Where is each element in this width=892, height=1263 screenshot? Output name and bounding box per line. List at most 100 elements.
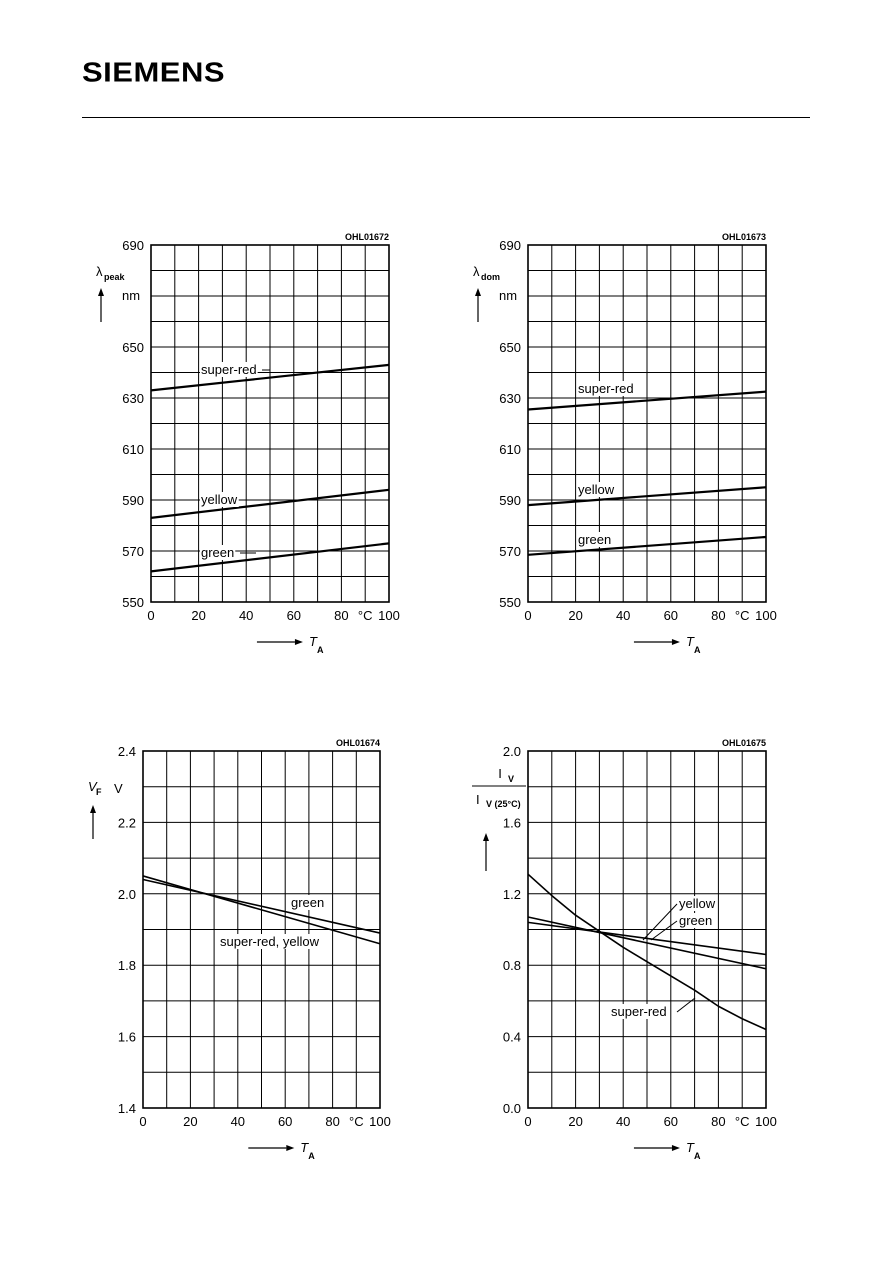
chart-dom-y-tick-label: 630 xyxy=(499,391,521,406)
chart-vf-frame xyxy=(142,750,381,1109)
chart-peak-y-tick-label: 690 xyxy=(122,238,144,253)
chart-dom-y-tick-label: 590 xyxy=(499,493,521,508)
chart-dom-x-tick-label: 80 xyxy=(711,608,725,623)
chart-iv-series-leader xyxy=(642,903,678,941)
chart-vf-x-tick-label: 60 xyxy=(278,1114,292,1129)
chart-peak-y-tick-label: 550 xyxy=(122,595,144,610)
chart-iv-series-leader xyxy=(650,920,678,941)
chart-dom-series-label: super-red xyxy=(578,381,634,396)
chart-iv-series-label: yellow xyxy=(679,896,716,911)
chart-dom-y-tick-label: 610 xyxy=(499,442,521,457)
chart-iv-x-tick-label: 0 xyxy=(524,1114,531,1129)
chart-iv-series-label: green xyxy=(679,913,712,928)
chart-vf-series-super-red-yellow xyxy=(142,875,381,945)
chart-peak-series-label-bg xyxy=(200,492,239,507)
chart-dom-y-unit: nm xyxy=(499,288,517,303)
chart-vf-y-arrow-head xyxy=(90,805,96,813)
chart-peak-series-super-red xyxy=(150,363,390,392)
chart-vf-y-tick-label: 1.4 xyxy=(118,1101,136,1116)
chart-iv-y-arrow-head xyxy=(483,833,489,841)
chart-dom-x-symbol: T xyxy=(686,634,695,649)
chart-iv-y-den-sub: V (25°C) xyxy=(486,799,521,809)
chart-vf-y-symbol: V xyxy=(88,779,98,794)
chart-vf-x-symbol-sub: A xyxy=(308,1151,315,1161)
chart-peak-series-label: yellow xyxy=(201,492,238,507)
chart-peak-series-label: green xyxy=(201,545,234,560)
chart-dom-x-tick-label: 60 xyxy=(664,608,678,623)
chart-iv-y-tick-label: 1.2 xyxy=(503,887,521,902)
chart-vf-series-label-bg xyxy=(290,895,326,910)
chart-dom-x-arrow-head xyxy=(671,639,680,645)
chart-iv-x-tick-label: 80 xyxy=(711,1114,725,1129)
chart-vf-y-tick-label: 1.8 xyxy=(118,958,136,973)
chart-vf-figure-code: OHL01674 xyxy=(336,738,380,748)
chart-vf-y-symbol-sub: F xyxy=(96,787,102,797)
chart-dom-frame xyxy=(527,244,767,603)
chart-dom-series-label-bg xyxy=(577,482,616,497)
chart-peak-x-tick-label: 100 xyxy=(378,608,400,623)
chart-iv-x-tick-label: 20 xyxy=(568,1114,582,1129)
chart-iv-y-num-sub: V xyxy=(508,774,514,784)
chart-dom-series-label-bg xyxy=(577,381,635,396)
chart-iv-series-label-bg xyxy=(678,913,714,928)
chart-dom-y-symbol-sub: dom xyxy=(481,272,500,282)
chart-vf-series-label-bg xyxy=(219,934,321,949)
chart-peak-y-tick-label: 650 xyxy=(122,340,144,355)
chart-peak-y-tick-label: 570 xyxy=(122,544,144,559)
chart-peak-x-tick-label: 40 xyxy=(239,608,253,623)
chart-dom-y-symbol: λ xyxy=(473,264,480,279)
chart-vf-x-arrow-head xyxy=(286,1145,295,1151)
chart-dom-y-tick-label: 570 xyxy=(499,544,521,559)
chart-iv-x-tick-label: 100 xyxy=(755,1114,777,1129)
chart-vf-x-tick-label: 20 xyxy=(183,1114,197,1129)
chart-vf-y-tick-label: 2.0 xyxy=(118,887,136,902)
chart-dom-x-symbol-sub: A xyxy=(694,645,701,655)
chart-dom-figure-code: OHL01673 xyxy=(722,232,766,242)
chart-iv-series-yellow xyxy=(527,916,767,970)
chart-peak-y-tick-label: 610 xyxy=(122,442,144,457)
chart-vf-x-tick-label: 80 xyxy=(325,1114,339,1129)
chart-peak-x-tick-label: 80 xyxy=(334,608,348,623)
chart-iv-figure-code: OHL01675 xyxy=(722,738,766,748)
chart-peak-frame xyxy=(150,244,390,603)
chart-iv-x-arrow-head xyxy=(671,1145,680,1151)
chart-peak-x-unit-label: °C xyxy=(358,608,373,623)
chart-vf-x-tick-label: 40 xyxy=(231,1114,245,1129)
chart-iv-x-symbol-sub: A xyxy=(694,1151,701,1161)
chart-dom-x-tick-label: 0 xyxy=(524,608,531,623)
chart-peak-series-label-bg xyxy=(200,362,258,377)
chart-iv-y-num-symbol: I xyxy=(498,766,502,781)
chart-iv-y-tick-label: 0.8 xyxy=(503,958,521,973)
chart-vf-series-label: green xyxy=(291,895,324,910)
chart-iv-x-symbol: T xyxy=(686,1140,695,1155)
chart-vf-y-tick-label: 1.6 xyxy=(118,1030,136,1045)
chart-peak-series-yellow xyxy=(150,488,390,519)
chart-vf-x-symbol: T xyxy=(300,1140,309,1155)
chart-iv-y-tick-label: 2.0 xyxy=(503,744,521,759)
chart-peak-x-arrow-head xyxy=(294,639,303,645)
chart-peak-y-symbol: λ xyxy=(96,264,103,279)
chart-dom-y-tick-label: 690 xyxy=(499,238,521,253)
chart-peak-y-unit: nm xyxy=(122,288,140,303)
chart-iv-x-unit-label: °C xyxy=(735,1114,750,1129)
chart-dom-y-arrow-head xyxy=(475,288,481,296)
chart-dom-series-label-bg xyxy=(577,532,613,547)
chart-iv-x-tick-label: 60 xyxy=(664,1114,678,1129)
chart-vf-y-tick-label: 2.4 xyxy=(118,744,136,759)
chart-peak-x-symbol: T xyxy=(309,634,318,649)
chart-peak-x-symbol-sub: A xyxy=(317,645,324,655)
chart-dom-x-tick-label: 20 xyxy=(568,608,582,623)
chart-iv-series-label: super-red xyxy=(611,1004,667,1019)
chart-dom-series-super-red xyxy=(527,390,767,411)
chart-iv-series-label-bg xyxy=(610,1004,668,1019)
chart-dom-y-tick-label: 650 xyxy=(499,340,521,355)
chart-vf-y-unit: V xyxy=(114,781,123,796)
chart-peak-series-green xyxy=(150,542,390,573)
chart-iv-y-den-symbol: I xyxy=(476,792,480,807)
chart-dom-series-label: yellow xyxy=(578,482,615,497)
chart-dom-x-unit-label: °C xyxy=(735,608,750,623)
chart-dom-y-tick-label: 550 xyxy=(499,595,521,610)
chart-iv-series-label-bg xyxy=(678,896,717,911)
chart-iv-series-leader xyxy=(676,997,696,1013)
